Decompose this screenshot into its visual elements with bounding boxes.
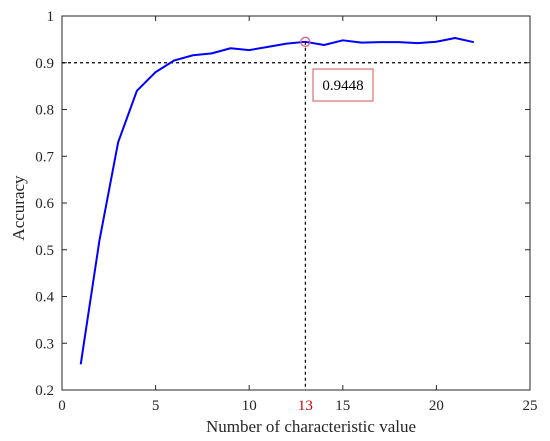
data-point	[229, 47, 232, 50]
data-point	[323, 43, 326, 46]
value-box	[312, 68, 374, 102]
y-tick-label: 0.3	[35, 336, 54, 352]
data-point	[210, 52, 213, 55]
data-point	[472, 41, 475, 44]
data-point	[192, 54, 195, 57]
plot-frame	[61, 15, 531, 391]
y-tick-label: 0.4	[35, 290, 54, 306]
data-point	[360, 41, 363, 44]
y-tick-label: 1	[47, 9, 55, 25]
data-point	[341, 39, 344, 42]
annotations: 0.9448 13	[298, 36, 374, 414]
x-tick-label: 5	[152, 398, 160, 414]
x-tick-label: 15	[335, 398, 350, 414]
data-point	[173, 59, 176, 62]
data-point	[397, 41, 400, 44]
data-point	[98, 239, 101, 242]
x-tick-label: 10	[242, 398, 257, 414]
data-point	[454, 36, 457, 39]
data-point	[135, 89, 138, 92]
y-tick-label: 0.7	[35, 149, 54, 165]
data-point	[435, 40, 438, 43]
y-tick-label: 0.6	[35, 196, 54, 212]
x-axis-title: Number of characteristic value	[206, 417, 416, 436]
data-point	[416, 42, 419, 45]
series-line	[79, 36, 475, 365]
data-point	[117, 141, 120, 144]
y-tick-label: 0.9	[35, 56, 54, 72]
x-tick-label: 20	[429, 398, 444, 414]
x-tick-label: 0	[58, 398, 66, 414]
axes: 0 5 10 15 20 25 0.2 0.3 0.4 0.5 0.6 0.7 0.8 0.9 1	[35, 9, 537, 414]
data-point	[304, 40, 307, 43]
x-tick-label: 25	[523, 398, 538, 414]
axis-labels: Number of characteristic value Accuracy	[9, 175, 416, 436]
highlight-point-marker	[300, 36, 311, 47]
highlighted-x-tick-label: 13	[298, 398, 313, 414]
value-box-text: 0.9448	[322, 78, 363, 94]
y-tick-label: 0.5	[35, 243, 54, 259]
data-point	[154, 71, 157, 74]
data-point	[379, 41, 382, 44]
data-point	[79, 363, 82, 366]
data-point	[266, 45, 269, 48]
series-layer	[79, 36, 475, 365]
reference-lines	[62, 41, 530, 390]
y-tick-label: 0.8	[35, 103, 54, 119]
y-axis-title: Accuracy	[9, 175, 28, 241]
data-point	[248, 49, 251, 52]
y-tick-label: 0.2	[35, 383, 54, 399]
data-point	[285, 42, 288, 45]
